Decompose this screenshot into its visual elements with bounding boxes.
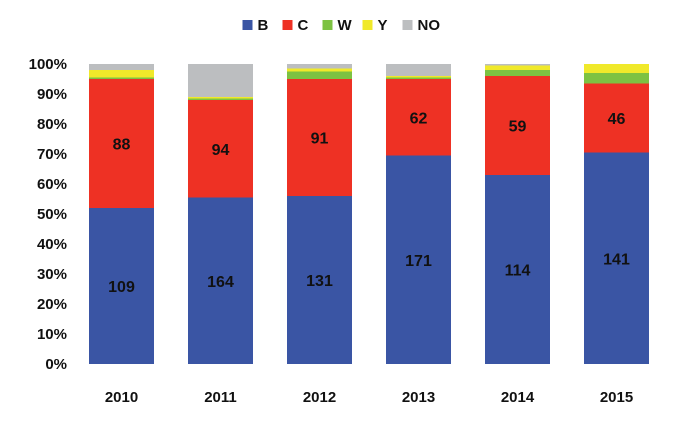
bar-segment-b-2013 [386, 155, 451, 364]
data-label-c-2015: 46 [608, 111, 626, 128]
y-tick-label: 90% [37, 86, 67, 103]
bar-segment-no-2010 [89, 64, 154, 70]
legend-swatch-c [282, 20, 293, 30]
legend-swatch-w [322, 20, 333, 30]
data-label-c-2014: 59 [509, 119, 527, 136]
data-label-b-2013: 171 [405, 253, 432, 270]
legend-swatch-b [242, 20, 253, 30]
x-tick-label: 2012 [303, 389, 336, 406]
data-label-b-2012: 131 [306, 273, 333, 290]
legend-label-c: C [298, 17, 309, 34]
y-tick-label: 0% [45, 356, 67, 373]
data-label-c-2013: 62 [410, 110, 428, 127]
bar-segment-w-2015 [584, 73, 649, 84]
legend-swatch-y [362, 20, 373, 30]
data-label-c-2011: 94 [212, 142, 230, 159]
y-tick-label: 30% [37, 266, 67, 283]
legend-label-y: Y [378, 17, 388, 34]
bar-segment-y-2013 [386, 76, 451, 78]
x-tick-label: 2010 [105, 389, 138, 406]
bar-segment-no-2012 [287, 64, 352, 69]
bar-segment-no-2014 [485, 64, 550, 66]
y-tick-label: 80% [37, 116, 67, 133]
data-label-b-2011: 164 [207, 274, 234, 291]
bar-segment-b-2015 [584, 152, 649, 364]
legend-swatch-no [402, 20, 413, 30]
bar-segment-c-2010 [89, 79, 154, 208]
bar-segment-c-2011 [188, 100, 253, 198]
bar-segment-w-2010 [89, 77, 154, 79]
bar-segment-c-2015 [584, 83, 649, 153]
bar-segment-y-2012 [287, 68, 352, 72]
y-tick-label: 70% [37, 146, 67, 163]
bar-segment-b-2014 [485, 175, 550, 364]
legend-label-b: B [258, 17, 269, 34]
y-tick-label: 50% [37, 206, 67, 223]
bar-segment-w-2014 [485, 70, 550, 76]
bar-segment-no-2013 [386, 64, 451, 76]
bar-segment-b-2011 [188, 197, 253, 364]
bar-segment-c-2012 [287, 79, 352, 196]
bar-segment-y-2011 [188, 97, 253, 99]
data-label-b-2014: 114 [505, 263, 531, 280]
legend-label-w: W [338, 17, 353, 34]
y-tick-label: 10% [37, 326, 67, 343]
x-tick-label: 2011 [204, 389, 237, 406]
x-tick-label: 2014 [501, 389, 535, 406]
bar-segment-y-2015 [584, 64, 649, 73]
y-tick-label: 20% [37, 296, 67, 313]
legend: B C W Y NO [242, 17, 441, 34]
x-axis: 2010 2011 2012 2013 2014 2015 [105, 389, 633, 406]
bar-segment-b-2012 [287, 196, 352, 364]
bar-segment-b-2010 [89, 208, 154, 364]
y-tick-label: 40% [37, 236, 67, 253]
bar-segment-w-2011 [188, 98, 253, 100]
data-label-c-2012: 91 [311, 131, 329, 148]
bar-segment-c-2013 [386, 79, 451, 156]
y-tick-label: 60% [37, 176, 67, 193]
bar-segment-y-2014 [485, 65, 550, 70]
x-tick-label: 2013 [402, 389, 435, 406]
bar-segment-w-2013 [386, 77, 451, 79]
y-tick-label: 100% [29, 56, 67, 73]
legend-label-no: NO [418, 17, 441, 34]
bar-segment-w-2012 [287, 71, 352, 79]
y-axis: 0% 10% 20% 30% 40% 50% 60% 70% 80% 90% 100% [29, 56, 67, 373]
data-label-c-2010: 88 [113, 137, 131, 154]
bar-segment-c-2014 [485, 76, 550, 175]
bar-segment-y-2010 [89, 70, 154, 78]
data-label-b-2015: 141 [603, 251, 630, 268]
x-tick-label: 2015 [600, 389, 633, 406]
data-labels: 109 88 164 94 131 91 171 62 114 59 141 46 [108, 110, 630, 296]
bar-segment-no-2011 [188, 64, 253, 97]
bars [89, 64, 649, 364]
data-label-b-2010: 109 [108, 279, 135, 296]
